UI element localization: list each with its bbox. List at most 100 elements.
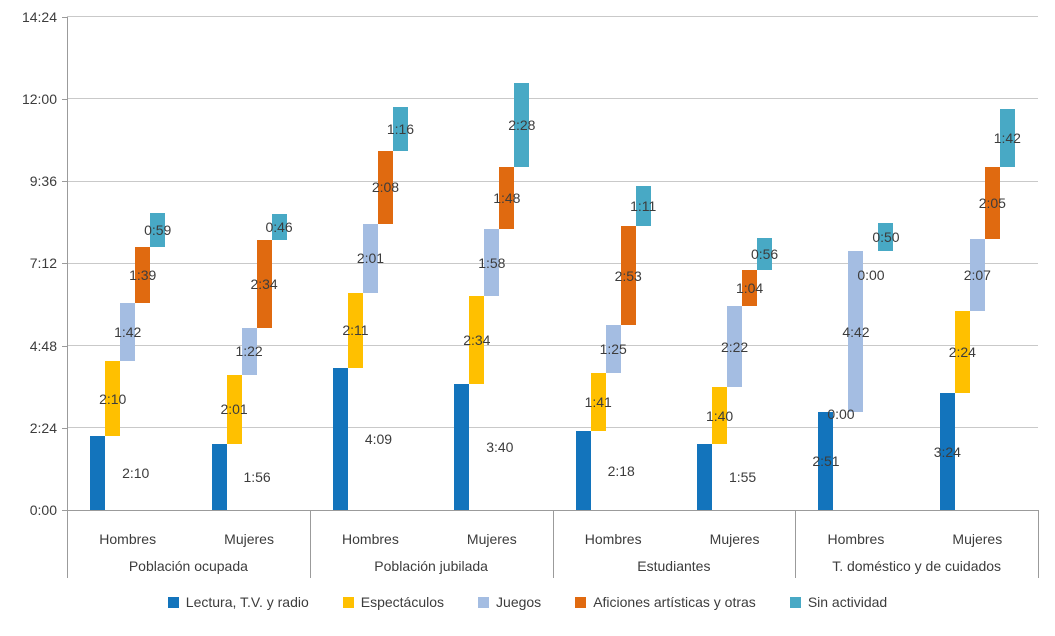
bar-segment-juegos xyxy=(120,303,136,362)
category-label-hombres: Hombres xyxy=(342,531,399,547)
y-axis-tick-mark xyxy=(62,181,67,182)
y-axis-tick-label: 2:24 xyxy=(29,419,57,436)
bar-value-label: 1:58 xyxy=(478,254,506,271)
legend-swatch-icon xyxy=(575,596,587,608)
y-axis-line xyxy=(67,16,68,578)
bar-value-label: 2:51 xyxy=(812,453,840,470)
legend-swatch-icon xyxy=(342,596,354,608)
bar-segment-lectura xyxy=(332,367,348,510)
bar-value-label: 1:16 xyxy=(386,121,415,138)
bar-value-label: 2:22 xyxy=(720,338,749,355)
bar-value-label: 2:11 xyxy=(342,322,369,339)
bar-value-label: 2:28 xyxy=(508,117,536,134)
bar-segment-lectura xyxy=(211,443,227,510)
group-divider xyxy=(795,510,797,578)
bar-value-label: 1:42 xyxy=(993,130,1021,147)
bar-segment-espectáculos xyxy=(954,311,970,394)
gridline xyxy=(67,98,1038,100)
bar-segment-aficiones xyxy=(499,167,515,229)
bar-segment-juegos xyxy=(362,223,378,293)
bar-segment-aficiones xyxy=(256,239,272,328)
bar-segment-aficiones xyxy=(742,269,758,307)
bar-segment-sin xyxy=(757,237,773,270)
bar-segment-lectura xyxy=(818,412,834,510)
bar-value-label: 4:09 xyxy=(364,430,393,447)
bar-value-label: 1:25 xyxy=(599,341,627,358)
bar-value-label: 1:39 xyxy=(129,266,157,283)
legend-label: Juegos xyxy=(496,594,542,610)
bar-value-label: 2:53 xyxy=(614,267,642,284)
legend-label: Aficiones artísticas y otras xyxy=(593,594,756,610)
group-label: Estudiantes xyxy=(637,558,711,574)
y-axis-tick-mark xyxy=(62,510,67,511)
bar-segment-lectura xyxy=(575,431,591,510)
bar-segment-sin xyxy=(271,213,287,240)
bar-segment-juegos xyxy=(848,251,864,413)
bar-value-label: 0:00 xyxy=(857,267,885,284)
y-axis-tick-mark xyxy=(62,16,67,18)
legend-label: Espectáculos xyxy=(360,594,445,610)
bar-segment-juegos xyxy=(727,306,743,388)
bar-value-label: 4:42 xyxy=(842,323,870,340)
category-label-mujeres: Mujeres xyxy=(952,531,1003,547)
y-axis-tick-label: 12:00 xyxy=(21,90,57,107)
legend-item: Aficiones artísticas y otras xyxy=(575,594,756,610)
bar-value-label: 0:46 xyxy=(265,218,293,235)
bar-segment-sin xyxy=(999,109,1015,168)
bar-segment-sin xyxy=(392,107,408,151)
category-label-mujeres: Mujeres xyxy=(466,531,517,547)
legend-label: Sin actividad xyxy=(807,594,888,610)
legend-label: Lectura, T.V. y radio xyxy=(185,594,309,610)
y-axis-tick-label: 4:48 xyxy=(29,337,57,354)
group-divider xyxy=(309,510,311,578)
group-label: Población ocupada xyxy=(128,558,248,574)
y-axis-tick-mark xyxy=(62,263,67,265)
y-axis-tick-label: 7:12 xyxy=(29,255,57,272)
group-label: T. doméstico y de cuidados xyxy=(832,558,1002,574)
gridline xyxy=(67,16,1038,17)
bar-segment-espectáculos xyxy=(347,292,363,368)
bar-segment-lectura xyxy=(939,393,955,510)
category-label-hombres: Hombres xyxy=(827,531,885,547)
y-axis-tick-mark xyxy=(62,98,67,100)
bar-segment-juegos xyxy=(605,324,621,374)
bar-value-label: 1:04 xyxy=(735,279,764,296)
group-label: Población jubilada xyxy=(374,558,488,574)
y-axis-tick-label: 0:00 xyxy=(29,502,57,518)
bar-value-label: 0:56 xyxy=(750,245,779,262)
gridline xyxy=(67,427,1038,429)
bar-value-label: 2:10 xyxy=(122,464,150,481)
bar-value-label: 2:07 xyxy=(963,266,991,283)
group-divider xyxy=(552,510,554,578)
bar-value-label: 2:01 xyxy=(220,401,248,418)
bar-value-label: 2:08 xyxy=(371,179,400,196)
legend-swatch-icon xyxy=(789,596,801,608)
legend-item: Sin actividad xyxy=(789,594,888,610)
bar-value-label: 1:40 xyxy=(705,407,734,424)
bar-value-label: 2:24 xyxy=(948,344,976,361)
group-divider xyxy=(1038,510,1039,578)
gridline xyxy=(67,345,1038,346)
y-axis-tick-label: 9:36 xyxy=(29,173,57,189)
bar-value-label: 2:10 xyxy=(99,390,127,407)
bar-value-label: 2:05 xyxy=(978,194,1006,211)
bar-value-label: 0:50 xyxy=(872,228,900,245)
legend-item: Espectáculos xyxy=(342,594,445,610)
bar-value-label: 2:18 xyxy=(607,462,635,479)
bar-segment-espectáculos xyxy=(469,296,485,385)
bar-segment-sin xyxy=(514,82,530,168)
gridline xyxy=(67,180,1038,182)
category-label-hombres: Hombres xyxy=(584,531,642,547)
bar-value-label: 1:55 xyxy=(728,469,757,486)
bar-segment-lectura xyxy=(697,444,713,510)
bar-value-label: 1:22 xyxy=(235,343,263,360)
y-axis-tick-mark xyxy=(62,345,67,347)
bar-value-label: 0:59 xyxy=(144,221,172,238)
legend-swatch-icon xyxy=(478,596,490,608)
bar-value-label: 1:56 xyxy=(243,468,271,485)
bar-segment-espectáculos xyxy=(712,387,728,445)
bar-segment-aficiones xyxy=(984,167,1000,239)
category-label-hombres: Hombres xyxy=(99,531,157,547)
bar-segment-juegos xyxy=(969,238,985,312)
bar-segment-espectáculos xyxy=(105,361,121,436)
